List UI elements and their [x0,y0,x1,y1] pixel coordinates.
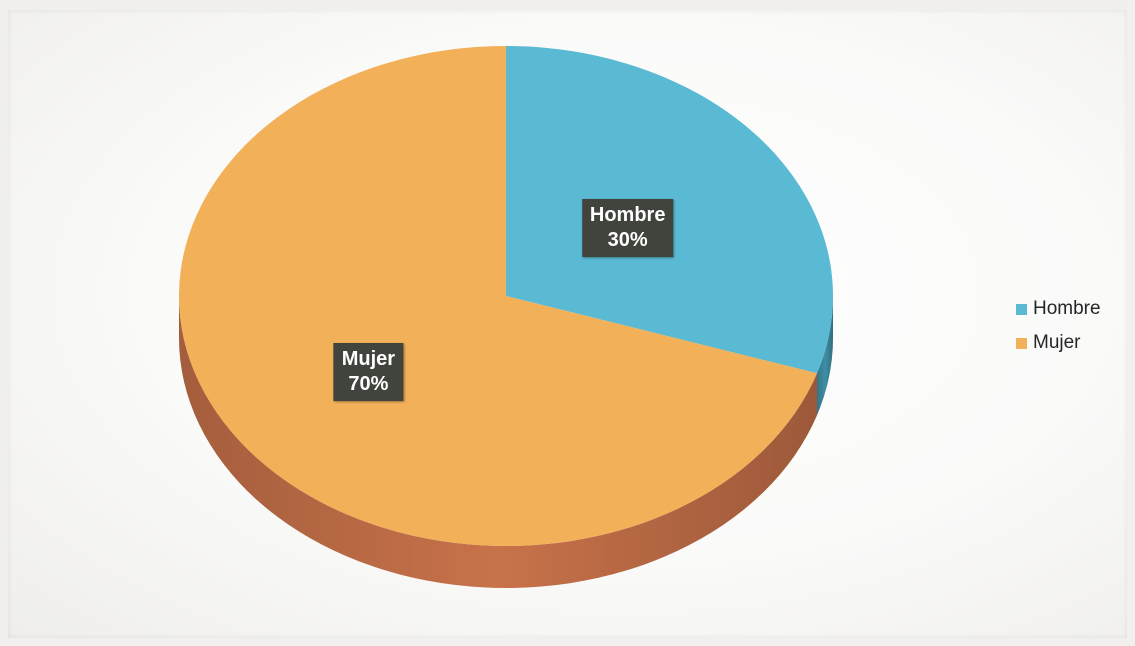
data-label-category: Hombre [590,203,666,228]
data-label-value: 70% [342,372,395,397]
legend-swatch-icon [1016,338,1027,349]
legend-swatch-icon [1016,304,1027,315]
legend-item-hombre: Hombre [1016,292,1101,326]
legend-item-mujer: Mujer [1016,326,1101,360]
legend-label: Hombre [1033,298,1101,320]
data-label-category: Mujer [342,347,395,372]
data-label-value: 30% [590,228,666,253]
legend: Hombre Mujer [1016,292,1101,360]
data-label-hombre: Hombre 30% [582,199,674,257]
data-label-mujer: Mujer 70% [334,343,403,401]
legend-label: Mujer [1033,332,1081,354]
